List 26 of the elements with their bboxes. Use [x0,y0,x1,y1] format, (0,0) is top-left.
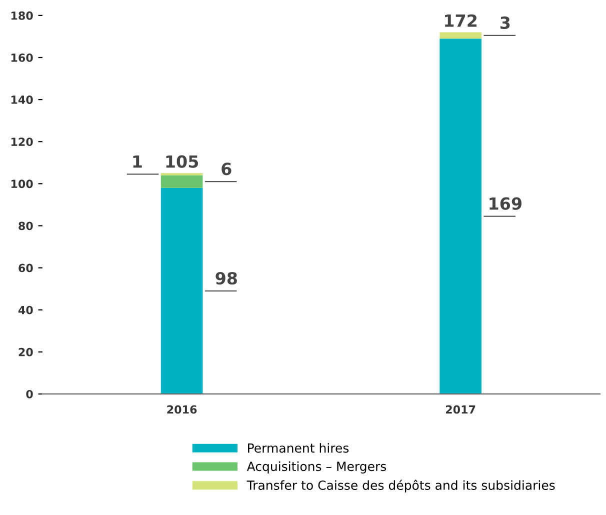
bar [440,32,482,39]
x-tick-label: 2017 [446,405,476,414]
total-label: 105 [166,155,198,168]
y-tick-label: 100 [11,180,33,188]
y-tick-label: 40 [18,306,33,314]
legend-label: Permanent hires [248,443,349,453]
y-tick-label: 60 [18,264,33,272]
y-tick-label: 120 [11,138,33,146]
total-label: 172 [445,14,477,27]
y-tick-label: 180 [11,11,33,20]
data-label: 3 [500,16,510,30]
legend-label: Acquisitions – Mergers [246,461,386,474]
y-tick-label: 20 [18,348,33,356]
y-tick-label: 0 [26,390,33,398]
x-tick-label: 2016 [167,405,197,414]
legend-label: Transfer to Caisse des dépôts and its subsidiaries [246,480,555,492]
y-tick-label: 160 [11,53,33,62]
bar [440,38,482,394]
data-label: 98 [216,272,237,285]
data-label: 6 [222,162,232,176]
data-label: 1 [133,155,142,168]
data-label: 169 [490,197,522,210]
bar [160,188,203,394]
bar [160,175,203,188]
y-tick-label: 80 [18,222,33,230]
y-tick-label: 140 [11,96,33,104]
